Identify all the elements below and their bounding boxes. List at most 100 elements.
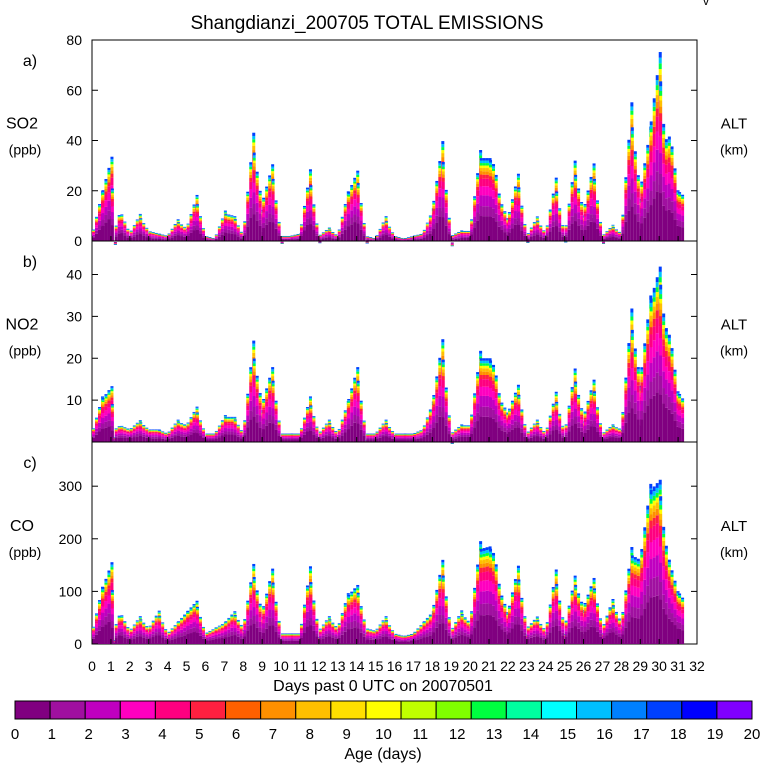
age-layer (678, 192, 682, 194)
age-layer (356, 209, 360, 217)
age-layer (201, 437, 205, 442)
age-layer (381, 423, 385, 425)
age-layer (627, 210, 631, 241)
age-layer (177, 424, 181, 426)
age-layer (385, 424, 389, 426)
age-layer (327, 420, 331, 422)
age-layer (614, 232, 618, 234)
age-layer (353, 390, 357, 394)
age-layer (271, 416, 275, 424)
age-layer (305, 190, 309, 193)
age-layer (460, 231, 464, 233)
age-layer (359, 210, 363, 213)
age-layer (92, 429, 95, 430)
age-layer (321, 435, 325, 438)
age-layer (586, 196, 590, 199)
age-layer (110, 193, 114, 195)
age-layer (309, 426, 313, 432)
age-layer (662, 153, 666, 164)
emission-bar (255, 171, 259, 241)
age-layer (507, 216, 511, 218)
age-layer (343, 418, 347, 422)
age-layer (195, 417, 199, 419)
age-layer (350, 406, 354, 413)
age-layer (391, 233, 395, 234)
age-layer (296, 235, 300, 237)
age-layer (574, 185, 578, 189)
age-layer (564, 228, 568, 230)
age-layer (435, 195, 439, 202)
age-layer (356, 190, 360, 193)
age-layer (391, 433, 395, 434)
age-layer (161, 432, 165, 433)
age-layer (381, 436, 385, 442)
emission-bar (485, 158, 489, 241)
age-layer (539, 228, 543, 229)
age-layer (406, 237, 410, 238)
emission-bar (154, 429, 158, 442)
age-layer (230, 425, 234, 429)
age-layer (230, 233, 234, 241)
age-layer (98, 216, 101, 221)
age-layer (227, 418, 231, 420)
age-layer (224, 229, 228, 233)
age-layer (510, 209, 514, 214)
age-layer (220, 422, 224, 424)
age-layer (312, 427, 316, 432)
age-layer (274, 210, 278, 215)
age-layer (239, 237, 243, 239)
emission-bar (328, 229, 332, 241)
age-layer (340, 219, 344, 220)
age-layer (129, 430, 133, 432)
age-layer (138, 213, 142, 215)
age-layer (214, 235, 218, 237)
age-layer (497, 226, 501, 241)
age-layer (381, 226, 385, 228)
age-layer (167, 236, 171, 237)
age-layer (372, 434, 376, 436)
emission-bar (507, 212, 511, 241)
age-layer (252, 142, 256, 146)
emission-bar (148, 231, 152, 241)
age-layer (586, 190, 590, 193)
age-layer (435, 188, 439, 191)
age-layer (145, 232, 149, 234)
age-layer (167, 433, 171, 434)
age-layer (605, 231, 609, 232)
age-layer (447, 221, 451, 223)
age-layer (388, 229, 392, 230)
age-layer (353, 379, 357, 382)
age-layer (148, 232, 152, 234)
emission-bar (151, 232, 155, 241)
age-layer (391, 431, 395, 432)
age-layer (359, 206, 363, 208)
age-layer (513, 200, 517, 206)
age-layer (268, 177, 272, 180)
age-layer (470, 220, 474, 222)
age-layer (208, 239, 212, 241)
age-layer (673, 170, 677, 173)
age-layer (107, 407, 111, 414)
age-layer (151, 238, 155, 241)
age-layer (476, 220, 480, 241)
age-layer (470, 231, 474, 235)
emission-bar (252, 152, 256, 241)
age-layer (249, 379, 253, 383)
age-layer (135, 226, 139, 230)
age-layer (567, 213, 571, 217)
age-layer (372, 237, 376, 239)
age-layer (507, 225, 511, 229)
age-layer (385, 235, 389, 241)
age-layer (523, 226, 527, 228)
age-layer (217, 433, 221, 436)
age-layer (201, 228, 205, 230)
emission-bar (177, 222, 181, 241)
age-layer (255, 175, 259, 178)
age-layer (324, 233, 328, 235)
age-layer (630, 155, 634, 166)
age-layer (479, 216, 483, 241)
age-layer (258, 394, 262, 397)
age-layer (258, 190, 262, 193)
age-layer (284, 434, 288, 435)
age-layer (180, 424, 184, 425)
